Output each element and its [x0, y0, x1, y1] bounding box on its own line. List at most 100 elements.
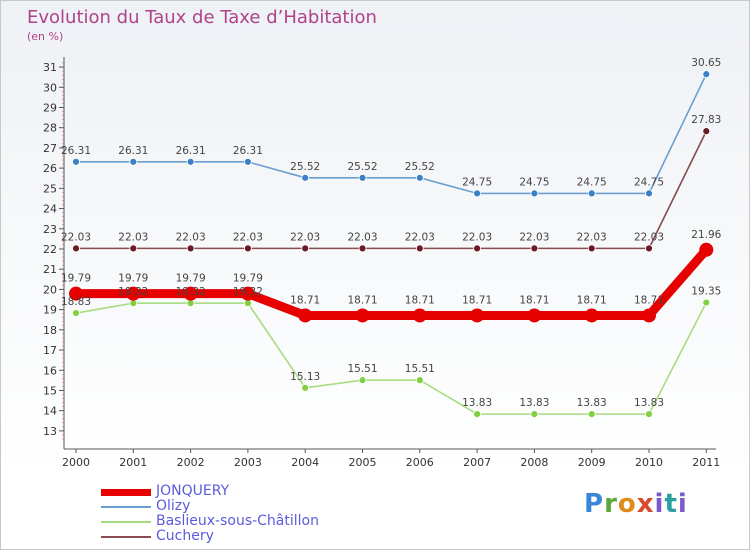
- data-label-olizy: 25.52: [405, 161, 435, 173]
- data-label-baslieux-sous-ch-tillon: 18.83: [61, 296, 91, 308]
- data-point-cuchery: [702, 127, 711, 136]
- legend-swatch-baslieux: [101, 521, 151, 523]
- data-point-jonquery: [699, 242, 714, 257]
- data-label-jonquery: 18.71: [462, 294, 492, 306]
- y-tick-label: 24: [43, 203, 57, 216]
- data-point-olizy: [473, 189, 482, 198]
- data-point-olizy: [72, 157, 80, 166]
- data-point-jonquery: [183, 286, 198, 301]
- data-point-olizy: [243, 157, 252, 166]
- x-tick-label: 2001: [119, 456, 147, 469]
- data-label-cuchery: 27.83: [691, 114, 721, 126]
- y-tick-label: 21: [43, 263, 57, 276]
- data-label-cuchery: 22.03: [61, 231, 91, 243]
- data-point-baslieux-sous-ch-tillon: [415, 376, 424, 385]
- y-tick-label: 17: [43, 344, 57, 357]
- data-point-olizy: [530, 189, 539, 198]
- data-point-baslieux-sous-ch-tillon: [702, 298, 711, 307]
- x-tick-label: 2009: [578, 456, 606, 469]
- x-tick-label: 2007: [463, 456, 491, 469]
- data-label-olizy: 25.52: [347, 161, 377, 173]
- legend-label-cuchery: Cuchery: [156, 528, 214, 544]
- data-point-baslieux-sous-ch-tillon: [473, 410, 482, 419]
- data-point-baslieux-sous-ch-tillon: [358, 376, 367, 385]
- y-tick-label: 15: [43, 384, 57, 397]
- data-point-olizy: [587, 189, 596, 198]
- data-label-olizy: 24.75: [462, 176, 492, 188]
- data-label-jonquery: 18.71: [347, 294, 377, 306]
- data-point-baslieux-sous-ch-tillon: [72, 309, 80, 317]
- data-label-cuchery: 22.03: [405, 231, 435, 243]
- data-label-baslieux-sous-ch-tillon: 19.32: [176, 286, 206, 298]
- series-line-baslieux-sous-ch-tillon: [75, 302, 708, 415]
- y-tick-label: 19: [43, 304, 57, 317]
- data-point-cuchery: [645, 244, 653, 253]
- series-points: [69, 70, 714, 419]
- data-label-jonquery: 21.96: [691, 229, 721, 241]
- data-label-jonquery: 18.71: [634, 294, 664, 306]
- data-label-olizy: 25.52: [290, 161, 320, 173]
- y-tick-label: 20: [43, 283, 57, 296]
- legend-label-jonquery: JONQUERY: [156, 483, 230, 499]
- data-point-jonquery: [355, 308, 370, 323]
- data-label-olizy: 24.75: [634, 176, 664, 188]
- data-point-jonquery: [470, 308, 485, 323]
- data-point-olizy: [186, 157, 195, 166]
- data-label-baslieux-sous-ch-tillon: 15.51: [405, 363, 435, 375]
- y-tick-label: 13: [43, 425, 57, 438]
- data-point-cuchery: [358, 244, 367, 253]
- data-point-cuchery: [186, 244, 195, 253]
- y-tick-label: 31: [43, 61, 57, 74]
- data-point-jonquery: [240, 286, 255, 301]
- legend-swatch-cuchery: [101, 536, 151, 538]
- data-label-baslieux-sous-ch-tillon: 15.51: [347, 363, 377, 375]
- data-point-olizy: [358, 173, 367, 182]
- data-point-jonquery: [584, 308, 599, 323]
- legend-swatch-jonquery: [101, 489, 151, 496]
- data-point-jonquery: [126, 286, 141, 301]
- data-point-baslieux-sous-ch-tillon: [129, 299, 138, 308]
- data-point-olizy: [129, 157, 138, 166]
- data-label-cuchery: 22.03: [577, 231, 607, 243]
- data-label-cuchery: 22.03: [519, 231, 549, 243]
- data-label-olizy: 26.31: [233, 145, 263, 157]
- data-label-jonquery: 19.79: [233, 273, 263, 285]
- y-tick-label: 27: [43, 142, 57, 155]
- data-label-cuchery: 22.03: [290, 231, 320, 243]
- x-tick-label: 2003: [234, 456, 262, 469]
- data-point-cuchery: [129, 244, 138, 253]
- y-tick-label: 16: [43, 364, 57, 377]
- data-point-olizy: [415, 173, 424, 182]
- data-point-jonquery: [527, 308, 542, 323]
- data-point-cuchery: [530, 244, 539, 253]
- data-point-cuchery: [301, 244, 310, 253]
- data-point-jonquery: [69, 286, 83, 301]
- data-label-baslieux-sous-ch-tillon: 13.83: [519, 397, 549, 409]
- data-label-baslieux-sous-ch-tillon: 19.35: [691, 286, 721, 298]
- data-label-baslieux-sous-ch-tillon: 19.32: [118, 286, 148, 298]
- data-label-cuchery: 22.03: [233, 231, 263, 243]
- data-point-jonquery: [298, 308, 313, 323]
- y-tick-label: 25: [43, 182, 57, 195]
- data-label-cuchery: 22.03: [118, 231, 148, 243]
- legend-item-baslieux: Baslieux-sous-Châtillon: [101, 513, 361, 530]
- data-label-olizy: 24.75: [577, 176, 607, 188]
- data-point-jonquery: [412, 308, 427, 323]
- y-tick-label: 28: [43, 122, 57, 135]
- data-point-jonquery: [642, 308, 656, 323]
- data-label-baslieux-sous-ch-tillon: 13.83: [634, 397, 664, 409]
- x-tick-label: 2010: [635, 456, 663, 469]
- y-tick-label: 18: [43, 324, 57, 337]
- x-tick-label: 2011: [692, 456, 720, 469]
- data-point-baslieux-sous-ch-tillon: [301, 383, 310, 392]
- data-point-baslieux-sous-ch-tillon: [587, 410, 596, 419]
- legend-swatch-olizy: [101, 506, 151, 508]
- data-label-jonquery: 18.71: [577, 294, 607, 306]
- data-point-cuchery: [72, 244, 80, 253]
- data-label-jonquery: 18.71: [290, 294, 320, 306]
- data-label-olizy: 30.65: [691, 57, 721, 69]
- data-point-baslieux-sous-ch-tillon: [530, 410, 539, 419]
- data-point-olizy: [702, 70, 711, 79]
- data-label-cuchery: 22.03: [634, 231, 664, 243]
